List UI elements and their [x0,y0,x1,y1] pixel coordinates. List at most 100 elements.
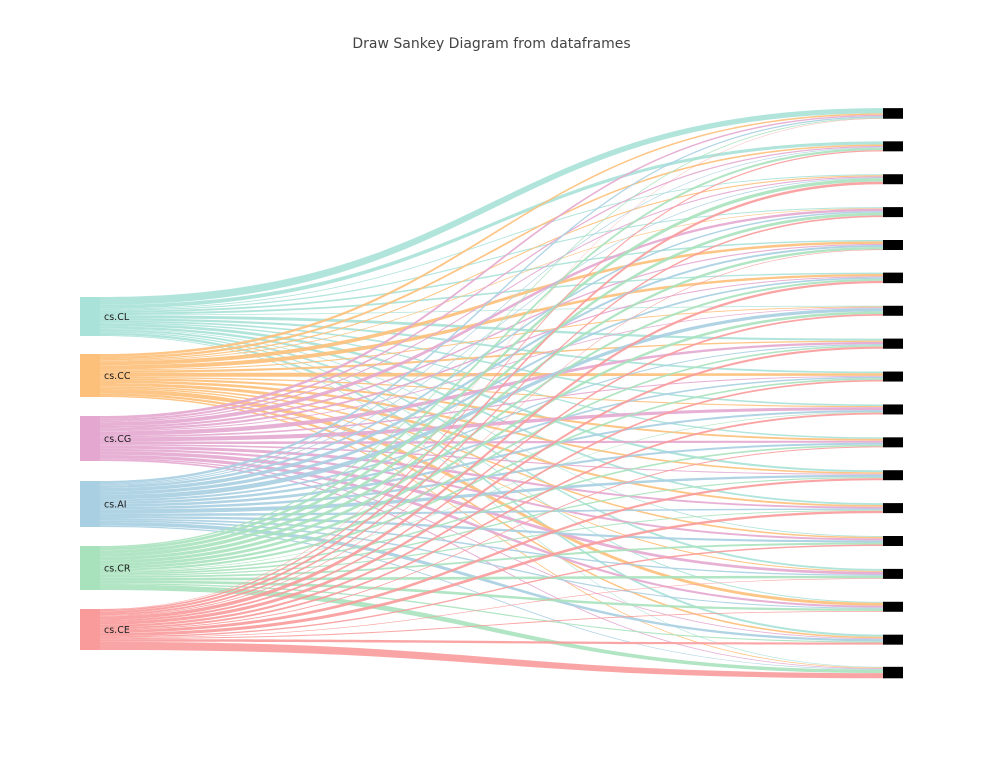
sankey-link[interactable] [100,442,883,510]
sankey-link[interactable] [100,318,883,374]
sankey-link[interactable] [100,315,883,341]
sankey-link[interactable] [100,273,883,370]
sankey-link[interactable] [100,320,883,407]
target-node[interactable] [883,371,903,382]
sankey-link[interactable] [100,108,883,305]
sankey-link[interactable] [100,113,883,357]
sankey-link[interactable] [100,311,883,567]
target-node[interactable] [883,305,903,316]
target-node[interactable] [883,207,903,218]
sankey-link[interactable] [100,580,883,611]
sankey-link[interactable] [100,141,883,309]
sankey-link[interactable] [100,542,883,578]
sankey-link[interactable] [100,387,883,572]
sankey-link[interactable] [100,518,883,576]
target-node[interactable] [883,536,903,546]
sankey-link[interactable] [100,212,883,557]
sankey-link[interactable] [100,454,883,608]
target-node[interactable] [883,338,903,349]
sankey-link[interactable] [100,147,883,485]
sankey-link[interactable] [100,378,883,571]
sankey-link[interactable] [100,584,883,674]
sankey-link[interactable] [100,386,883,539]
sankey-link[interactable] [100,118,883,610]
sankey-link[interactable] [100,379,883,628]
source-node[interactable] [80,481,100,527]
sankey-link[interactable] [100,412,883,572]
target-node[interactable] [883,666,903,679]
sankey-link[interactable] [100,215,883,616]
sankey-link[interactable] [100,280,883,620]
target-node[interactable] [883,141,903,152]
sankey-link[interactable] [100,412,883,630]
sankey-link[interactable] [100,306,883,371]
sankey-link[interactable] [100,446,883,630]
sankey-link[interactable] [100,114,883,419]
sankey-link[interactable] [100,410,883,507]
sankey-link[interactable] [100,208,883,427]
sankey-link[interactable] [100,272,883,315]
sankey-link[interactable] [100,474,883,514]
target-node[interactable] [883,568,903,579]
sankey-link[interactable] [100,341,883,436]
sankey-link[interactable] [100,344,883,502]
sankey-link[interactable] [100,509,883,576]
sankey-link[interactable] [100,372,883,377]
sankey-link[interactable] [100,639,883,645]
sankey-link[interactable] [100,146,883,421]
sankey-link[interactable] [100,444,883,475]
sankey-link[interactable] [100,520,883,609]
sankey-link[interactable] [100,117,883,548]
sankey-link[interactable] [100,241,883,366]
target-node[interactable] [883,108,903,119]
sankey-link[interactable] [100,240,883,313]
sankey-link[interactable] [100,583,883,643]
sankey-link[interactable] [100,375,883,438]
target-node[interactable] [883,503,903,514]
sankey-link[interactable] [100,249,883,617]
sankey-link[interactable] [100,313,883,622]
target-node[interactable] [883,404,903,415]
source-node[interactable] [80,416,100,461]
sankey-link[interactable] [100,243,883,429]
sankey-link[interactable] [100,389,883,606]
sankey-link[interactable] [100,178,883,554]
target-node[interactable] [883,601,903,612]
sankey-link[interactable] [100,380,883,474]
sankey-link[interactable] [100,276,883,431]
target-node[interactable] [883,437,903,448]
sankey-link[interactable] [100,174,883,310]
sankey-link[interactable] [100,335,883,668]
sankey-link[interactable] [100,521,883,642]
sankey-link[interactable] [100,307,883,432]
target-node[interactable] [883,470,903,481]
source-node[interactable] [80,297,100,336]
sankey-link[interactable] [100,393,883,639]
source-node[interactable] [80,354,100,397]
target-node[interactable] [883,272,903,284]
sankey-link[interactable] [100,181,883,614]
target-node[interactable] [883,174,903,185]
target-node[interactable] [883,240,903,250]
sankey-link[interactable] [100,478,883,633]
sankey-link[interactable] [100,245,883,492]
sankey-link[interactable] [100,345,883,569]
sankey-link[interactable] [100,578,883,639]
source-node[interactable] [80,546,100,590]
sankey-link[interactable] [100,444,883,574]
sankey-link[interactable] [100,305,883,316]
sankey-link[interactable] [100,144,883,360]
sankey-link[interactable] [100,440,883,445]
sankey-link[interactable] [100,376,883,408]
sankey-link[interactable] [100,610,883,640]
sankey-link[interactable] [100,458,883,640]
sankey-link[interactable] [100,147,883,551]
sankey-link[interactable] [100,575,883,581]
sankey-link[interactable] [100,407,883,442]
sankey-link[interactable] [100,150,883,612]
sankey-link[interactable] [100,175,883,361]
sankey-link[interactable] [100,208,883,362]
sankey-link[interactable] [100,515,883,543]
sankey-link[interactable] [100,116,883,484]
sankey-link[interactable] [100,376,883,505]
